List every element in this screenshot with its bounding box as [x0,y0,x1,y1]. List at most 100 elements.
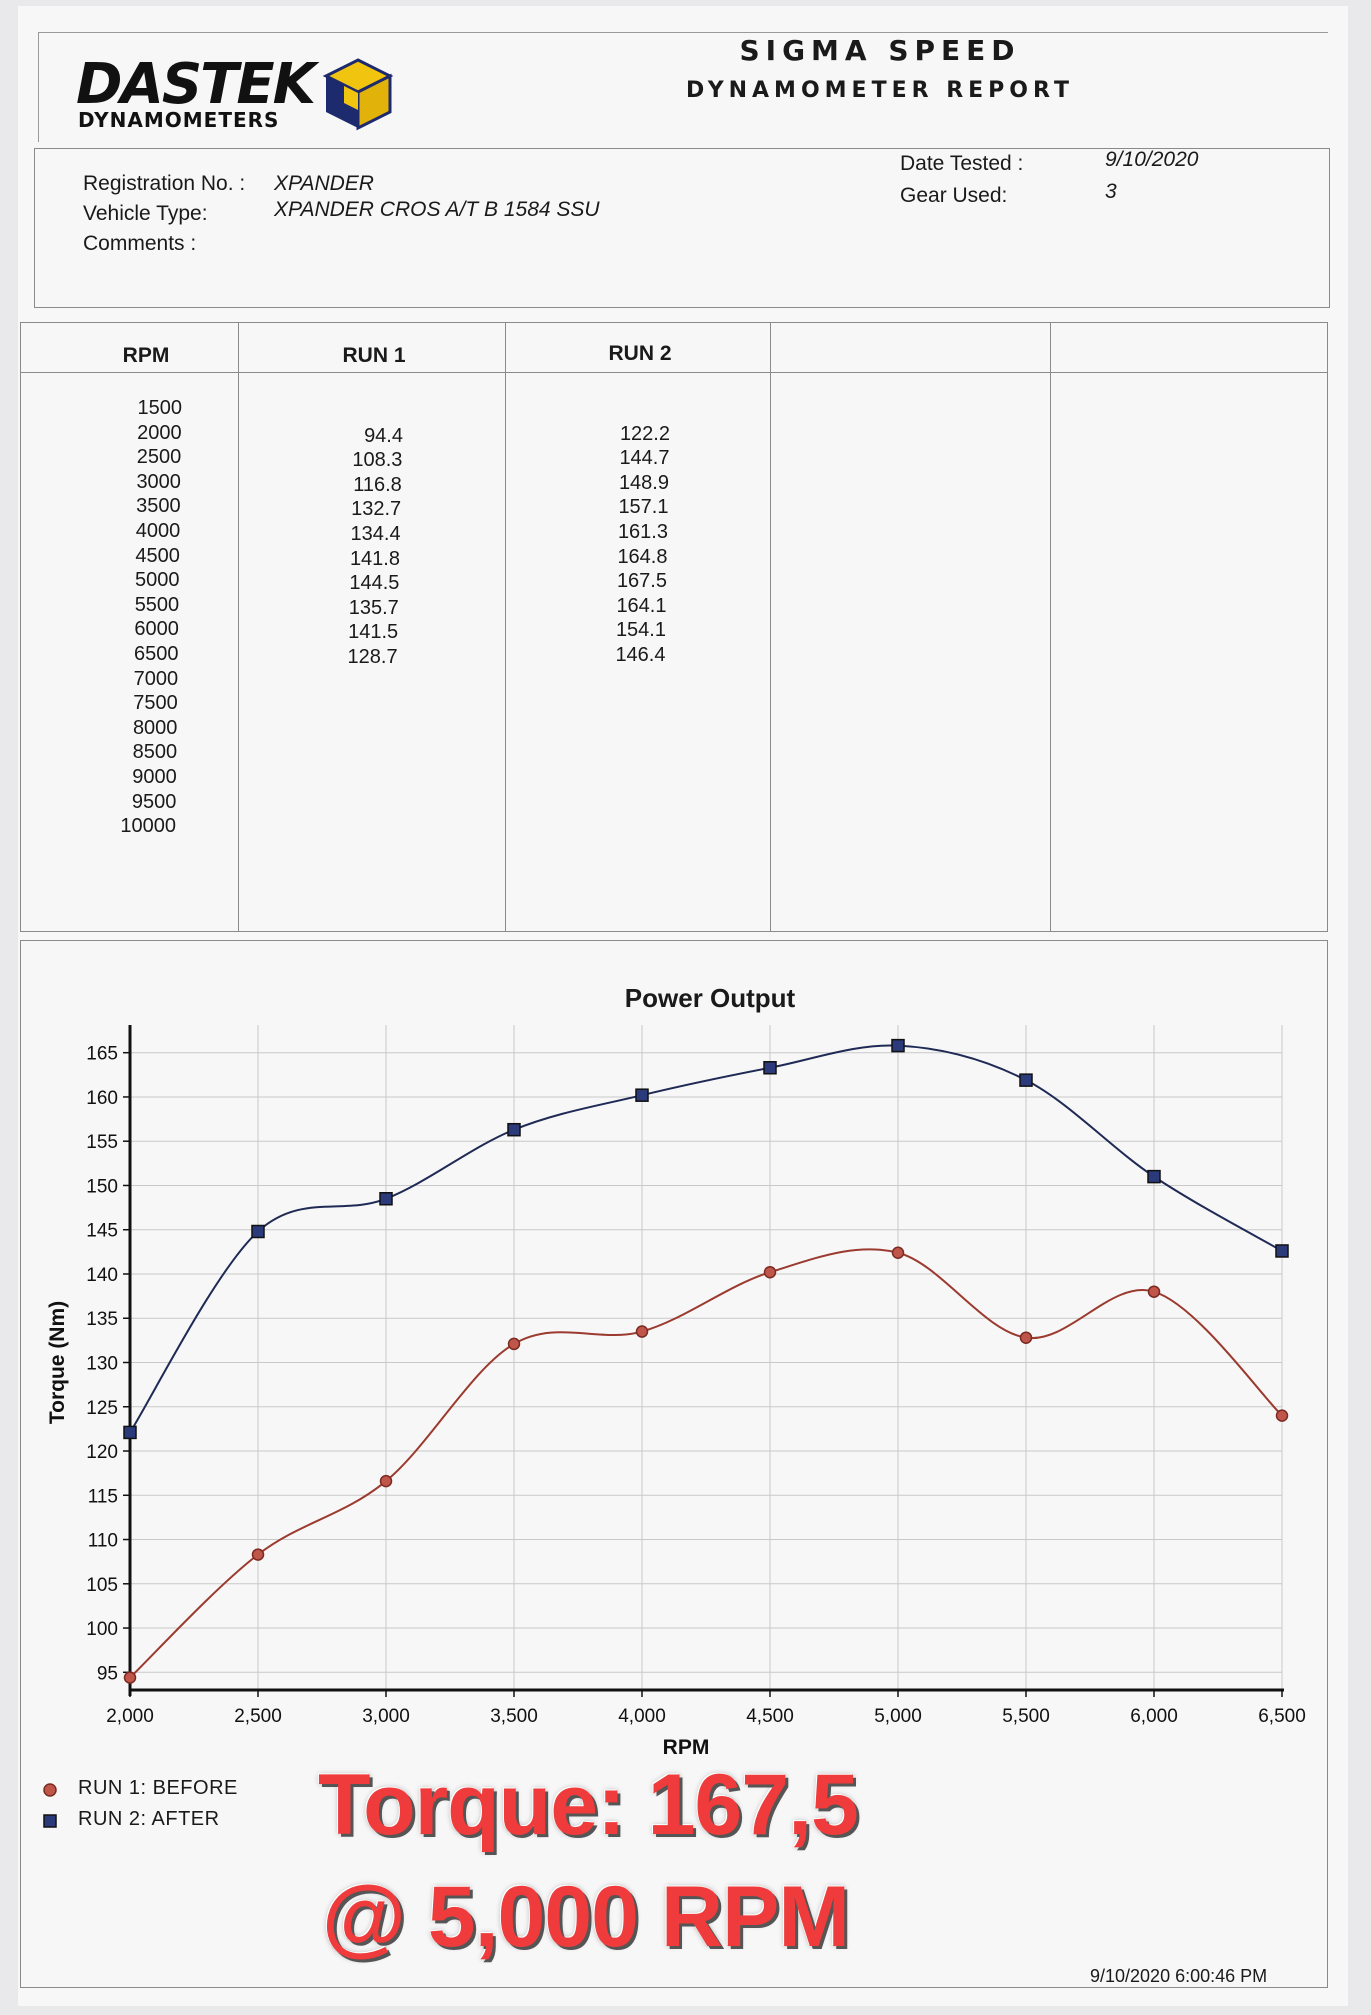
series-line-run2 [129,1044,1283,1433]
data-point-run2 [507,1122,521,1137]
table-header-run1: RUN 1 [342,344,406,367]
y-tick-label: 130 [86,1354,118,1375]
table-cell-rpm: 7000 [133,667,179,690]
table-cell-rpm: 3000 [136,470,181,493]
y-tick-label: 165 [86,1044,118,1065]
data-point-run2 [379,1192,393,1206]
report-title: SIGMA SPEED [739,34,1021,67]
table-cell-run1: 141.8 [349,547,400,570]
table-cell-rpm: 9500 [131,790,177,813]
data-point-run2 [635,1088,649,1102]
table-cell-run2: 164.1 [616,594,667,617]
y-tick-label: 95 [97,1663,118,1684]
legend-marker-run2 [43,1814,57,1828]
table-column-divider [505,322,506,932]
data-point-run1 [1275,1409,1289,1422]
data-point-run2 [251,1224,265,1239]
chart-title: Power Output [624,983,796,1013]
data-point-run2 [123,1425,137,1440]
torque-overlay-line1: Torque: 167,5 [318,1757,859,1853]
table-cell-run2: 161.3 [617,521,668,543]
torque-overlay-line2: @ 5,000 RPM [322,1869,850,1965]
y-axis-label: Torque (Nm) [46,1301,69,1424]
table-cell-rpm: 4500 [135,544,180,567]
table-cell-rpm: 10000 [120,815,177,838]
registration-label: Registration No. : [83,172,246,195]
table-cell-run2: 164.8 [617,545,668,568]
table-cell-run1: 135.7 [348,596,399,619]
table-column-divider [770,322,771,932]
table-cell-run1: 132.7 [351,498,402,521]
table-cell-run1: 108.3 [352,449,403,472]
y-tick-label: 145 [86,1221,118,1242]
data-point-run1 [1147,1285,1161,1298]
data-point-run1 [379,1474,393,1488]
data-point-run1 [1019,1331,1033,1344]
table-header-rpm: RPM [122,344,170,367]
vehicle-type-value: XPANDER CROS A/T B 1584 SSU [274,198,600,221]
x-tick-label: 3,000 [362,1706,410,1727]
table-cell-run1: 144.5 [349,572,400,595]
vehicle-type-label: Vehicle Type: [83,202,208,225]
table-cell-rpm: 6500 [134,643,179,665]
y-tick-label: 135 [86,1309,118,1330]
x-tick-label: 2,000 [106,1706,154,1727]
y-tick-label: 125 [86,1398,118,1419]
data-point-run1 [635,1325,649,1338]
data-point-run2 [763,1061,777,1075]
x-tick-label: 5,500 [1002,1706,1050,1727]
x-tick-label: 4,500 [746,1706,794,1727]
x-tick-label: 3,500 [490,1706,538,1727]
legend-label-run1: RUN 1: BEFORE [78,1777,238,1799]
legend-label-run2: RUN 2: AFTER [78,1808,220,1830]
table-cell-run1: 128.7 [347,646,398,668]
date-tested-label: Date Tested : [900,152,1024,175]
y-tick-label: 120 [86,1442,118,1463]
table-cell-rpm: 2000 [137,421,182,444]
report-timestamp: 9/10/2020 6:00:46 PM [1090,1966,1268,1986]
table-cell-run2: 167.5 [616,570,667,593]
table-cell-rpm: 5500 [134,593,180,616]
table-cell-run1: 94.4 [364,424,403,447]
table-cell-rpm: 4000 [135,520,181,542]
data-point-run1 [123,1671,137,1684]
brand-logo-text: DASTEK [76,52,316,117]
results-table [20,322,1328,932]
legend-marker-run1 [43,1783,57,1797]
table-column-divider [238,322,239,932]
x-tick-label: 5,000 [874,1706,922,1727]
data-point-run1 [507,1337,521,1351]
header-frame [38,32,1328,142]
series-line-run1 [129,1248,1283,1679]
table-cell-run2: 144.7 [619,447,670,470]
table-cell-run1: 141.5 [348,621,399,644]
table-cell-rpm: 8500 [132,741,178,764]
x-tick-label: 6,500 [1258,1706,1306,1727]
y-tick-label: 110 [88,1531,118,1552]
vehicle-info-panel [34,148,1330,308]
gear-used-value: 3 [1105,180,1117,203]
y-tick-label: 100 [86,1619,118,1640]
x-tick-label: 4,000 [618,1706,666,1727]
table-cell-rpm: 1500 [137,397,183,419]
y-tick-label: 105 [86,1575,118,1596]
x-axis-label: RPM [663,1736,710,1759]
table-cell-rpm: 6000 [134,618,179,641]
brand-logo-subtext: DYNAMOMETERS [78,108,280,132]
y-tick-label: 150 [86,1176,118,1197]
data-point-run2 [1019,1073,1033,1087]
y-tick-label: 155 [86,1132,118,1153]
comments-label: Comments : [83,232,197,255]
chart-frame [20,940,1328,1988]
table-cell-rpm: 3500 [136,495,181,518]
table-cell-rpm: 7500 [133,692,178,715]
table-cell-run2: 154.1 [615,619,666,642]
table-column-divider [1050,322,1051,932]
data-point-run1 [251,1548,265,1561]
data-point-run2 [1147,1169,1161,1184]
gear-used-label: Gear Used: [900,184,1008,207]
table-header-run2: RUN 2 [608,342,672,365]
x-tick-label: 6,000 [1130,1706,1178,1727]
registration-value: XPANDER [274,172,374,195]
